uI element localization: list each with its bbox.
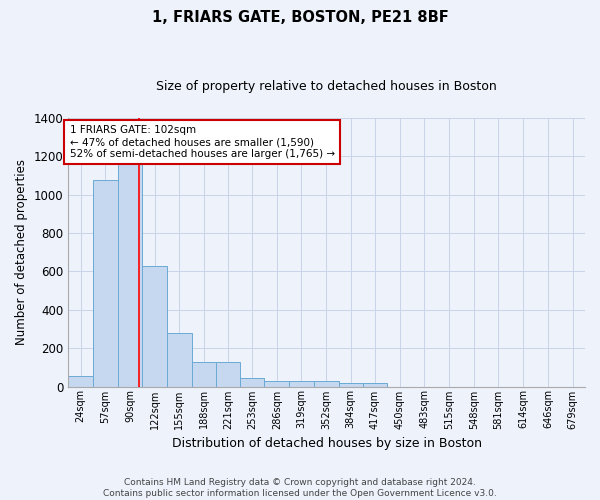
Bar [289,381,314,386]
Bar [217,362,241,386]
Text: 1, FRIARS GATE, BOSTON, PE21 8BF: 1, FRIARS GATE, BOSTON, PE21 8BF [152,10,448,25]
Text: 1 FRIARS GATE: 102sqm
← 47% of detached houses are smaller (1,590)
52% of semi-d: 1 FRIARS GATE: 102sqm ← 47% of detached … [70,126,335,158]
Bar [362,382,387,386]
Bar [118,139,142,386]
Bar [265,381,289,386]
Bar [167,333,192,386]
Bar [241,378,265,386]
Bar [68,376,93,386]
X-axis label: Distribution of detached houses by size in Boston: Distribution of detached houses by size … [172,437,482,450]
Bar [142,266,167,386]
Bar [93,180,118,386]
Y-axis label: Number of detached properties: Number of detached properties [15,159,28,345]
Bar [192,362,217,386]
Title: Size of property relative to detached houses in Boston: Size of property relative to detached ho… [156,80,497,93]
Bar [314,381,338,386]
Text: Contains HM Land Registry data © Crown copyright and database right 2024.
Contai: Contains HM Land Registry data © Crown c… [103,478,497,498]
Bar [338,382,362,386]
